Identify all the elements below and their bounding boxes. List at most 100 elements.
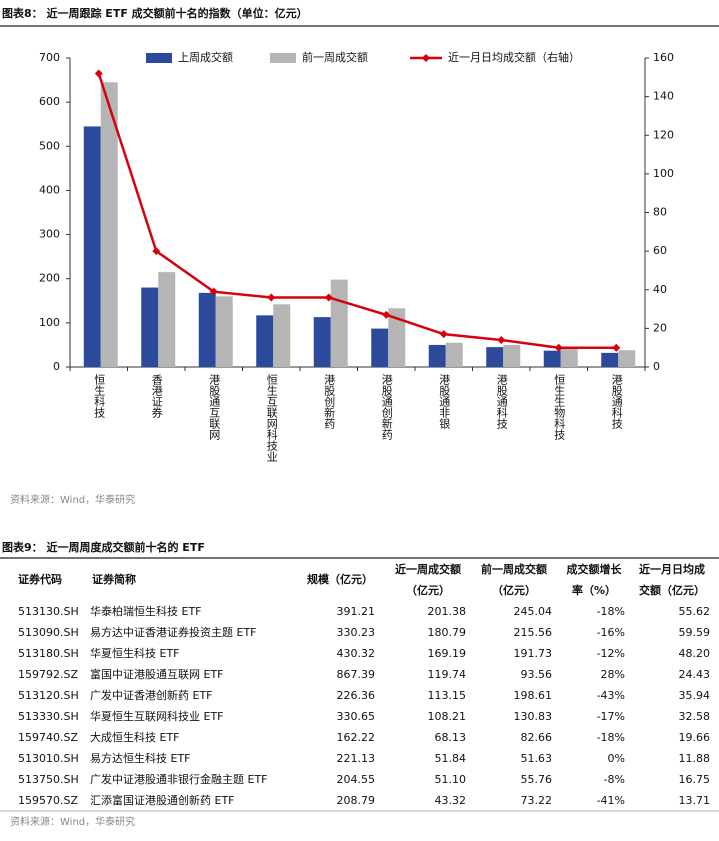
bar	[215, 296, 233, 367]
table-cell: 59.59	[679, 626, 711, 639]
table-cell: -18%	[597, 605, 625, 618]
table-cell: 51.84	[435, 752, 467, 765]
table-cell: 867.39	[337, 668, 376, 681]
table-cell: 广发中证港股通非银行金融主题 ETF	[90, 772, 268, 786]
table-cell: 204.55	[337, 773, 376, 786]
x-tick-label: 港股通创新药	[380, 374, 393, 441]
x-tick-label: 恒生生物科技	[553, 374, 566, 441]
y-tick-label: 700	[39, 51, 60, 64]
legend-swatch	[146, 53, 172, 63]
bar	[141, 287, 159, 367]
table-cell: 11.88	[679, 752, 711, 765]
figure-title: 图表8： 近一周跟踪 ETF 成交额前十名的指数（单位：亿元）	[2, 6, 308, 20]
line-marker	[439, 330, 448, 339]
bar	[158, 272, 176, 367]
line-marker	[209, 287, 218, 296]
bar	[371, 328, 389, 367]
figure-source: 资料来源：Wind，华泰研究	[10, 493, 135, 506]
y-tick-label: 200	[39, 272, 60, 285]
y-tick-label: 600	[39, 95, 60, 108]
legend-label: 近一月日均成交额（右轴）	[448, 50, 580, 64]
table-cell: 169.19	[428, 647, 467, 660]
table-cell: 汇添富国证港股通创新药 ETF	[90, 793, 235, 807]
table-source: 资料来源：Wind，华泰研究	[10, 815, 135, 828]
y-tick-label: 100	[39, 316, 60, 329]
line-marker	[612, 343, 621, 352]
bar	[100, 82, 118, 368]
y2-tick-label: 0	[653, 360, 660, 373]
y-tick-label: 300	[39, 228, 60, 241]
legend-swatch	[422, 54, 430, 62]
line-marker	[554, 343, 563, 352]
table-cell: 226.36	[337, 689, 376, 702]
line-marker	[94, 69, 103, 78]
legend-swatch	[270, 53, 296, 63]
x-tick-label: 港股创新药	[323, 374, 336, 430]
table-cell: 35.94	[679, 689, 711, 702]
table-header: 前一周成交额	[481, 562, 547, 576]
table-header: 近一月日均成	[639, 562, 705, 576]
table-cell: 159570.SZ	[18, 794, 78, 807]
table-cell: 华泰柏瑞恒生科技 ETF	[90, 604, 202, 618]
table-cell: -17%	[597, 710, 625, 723]
legend-label: 上周成交额	[178, 50, 233, 64]
table-cell: 32.58	[679, 710, 711, 723]
table-cell: 513750.SH	[18, 773, 79, 786]
table-cell: 208.79	[337, 794, 376, 807]
table-cell: 391.21	[337, 605, 376, 618]
table-cell: 48.20	[679, 647, 711, 660]
bar	[313, 317, 331, 367]
table-cell: 51.63	[521, 752, 553, 765]
line-marker	[324, 293, 333, 302]
table-title: 图表9： 近一周周度成交额前十名的 ETF	[2, 540, 205, 554]
table-cell: 513120.SH	[18, 689, 79, 702]
x-tick-label: 恒生科技	[93, 374, 106, 419]
table-cell: 191.73	[514, 647, 553, 660]
bar	[486, 347, 504, 367]
table-cell: 162.22	[337, 731, 376, 744]
table-cell: 245.04	[514, 605, 553, 618]
table-cell: 119.74	[428, 668, 467, 681]
y2-tick-label: 160	[653, 51, 674, 64]
table-cell: 215.56	[514, 626, 553, 639]
table-header: 规模（亿元）	[307, 572, 373, 586]
table-cell: -18%	[597, 731, 625, 744]
bar	[388, 308, 406, 367]
table-cell: 24.43	[679, 668, 711, 681]
table-cell: -41%	[597, 794, 625, 807]
line-marker	[152, 247, 161, 256]
table-cell: 180.79	[428, 626, 467, 639]
table-cell: 330.65	[337, 710, 376, 723]
table-cell: 28%	[601, 668, 625, 681]
table-cell: 华夏恒生互联网科技业 ETF	[90, 709, 224, 723]
bar	[273, 304, 291, 367]
x-tick-label: 港股通非银	[438, 374, 451, 430]
bar	[503, 344, 521, 367]
table-cell: 108.21	[428, 710, 467, 723]
y-tick-label: 400	[39, 183, 60, 196]
table-header: 证券简称	[92, 572, 136, 586]
bar	[543, 350, 561, 367]
table-cell: 82.66	[521, 731, 553, 744]
table-cell: 51.10	[435, 773, 467, 786]
table-cell: 430.32	[337, 647, 376, 660]
bar	[618, 350, 636, 367]
table-cell: 130.83	[514, 710, 553, 723]
table-cell: 198.61	[514, 689, 553, 702]
table-cell: 55.76	[521, 773, 553, 786]
table-cell: 73.22	[521, 794, 553, 807]
table-header: （亿元）	[492, 583, 536, 597]
table-cell: 华夏恒生科技 ETF	[90, 646, 180, 660]
table-cell: -12%	[597, 647, 625, 660]
y-tick-label: 0	[53, 360, 60, 373]
table-cell: 易方达恒生科技 ETF	[90, 751, 191, 765]
table-cell: 易方达中证香港证券投资主题 ETF	[90, 625, 257, 639]
table-header: （亿元）	[406, 583, 450, 597]
y2-tick-label: 120	[653, 128, 674, 141]
table-cell: 13.71	[679, 794, 711, 807]
y2-tick-label: 80	[653, 206, 667, 219]
bar	[428, 344, 446, 367]
table-cell: -16%	[597, 626, 625, 639]
x-tick-label: 港股通互联网	[208, 374, 221, 441]
